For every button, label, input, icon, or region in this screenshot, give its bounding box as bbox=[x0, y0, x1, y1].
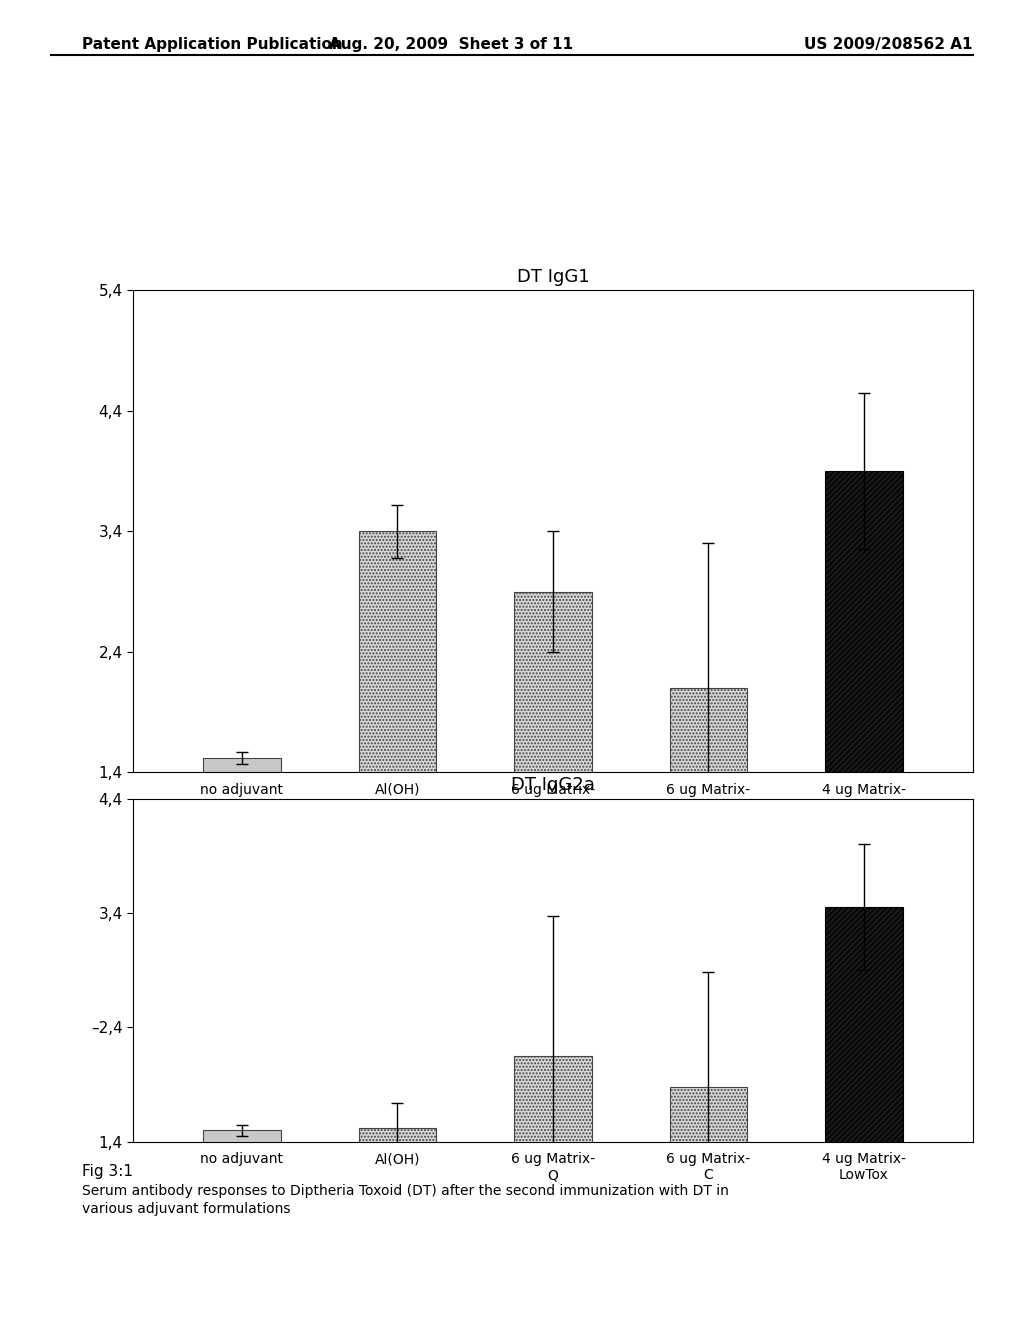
Bar bbox=[358, 1129, 436, 1142]
Text: Fig 3:1: Fig 3:1 bbox=[82, 1164, 133, 1179]
Bar bbox=[514, 1056, 592, 1142]
Bar bbox=[825, 907, 903, 1142]
Bar bbox=[825, 471, 903, 772]
Bar bbox=[670, 1086, 748, 1142]
Bar bbox=[203, 758, 281, 772]
Text: US 2009/208562 A1: US 2009/208562 A1 bbox=[804, 37, 973, 51]
Bar bbox=[670, 688, 748, 772]
Text: Patent Application Publication: Patent Application Publication bbox=[82, 37, 343, 51]
Bar bbox=[514, 591, 592, 772]
Bar bbox=[203, 1130, 281, 1142]
Title: DT IgG2a: DT IgG2a bbox=[511, 776, 595, 795]
Bar bbox=[358, 531, 436, 772]
Title: DT IgG1: DT IgG1 bbox=[517, 268, 589, 286]
Text: Serum antibody responses to Diptheria Toxoid (DT) after the second immunization : Serum antibody responses to Diptheria To… bbox=[82, 1184, 729, 1217]
Text: Aug. 20, 2009  Sheet 3 of 11: Aug. 20, 2009 Sheet 3 of 11 bbox=[329, 37, 572, 51]
